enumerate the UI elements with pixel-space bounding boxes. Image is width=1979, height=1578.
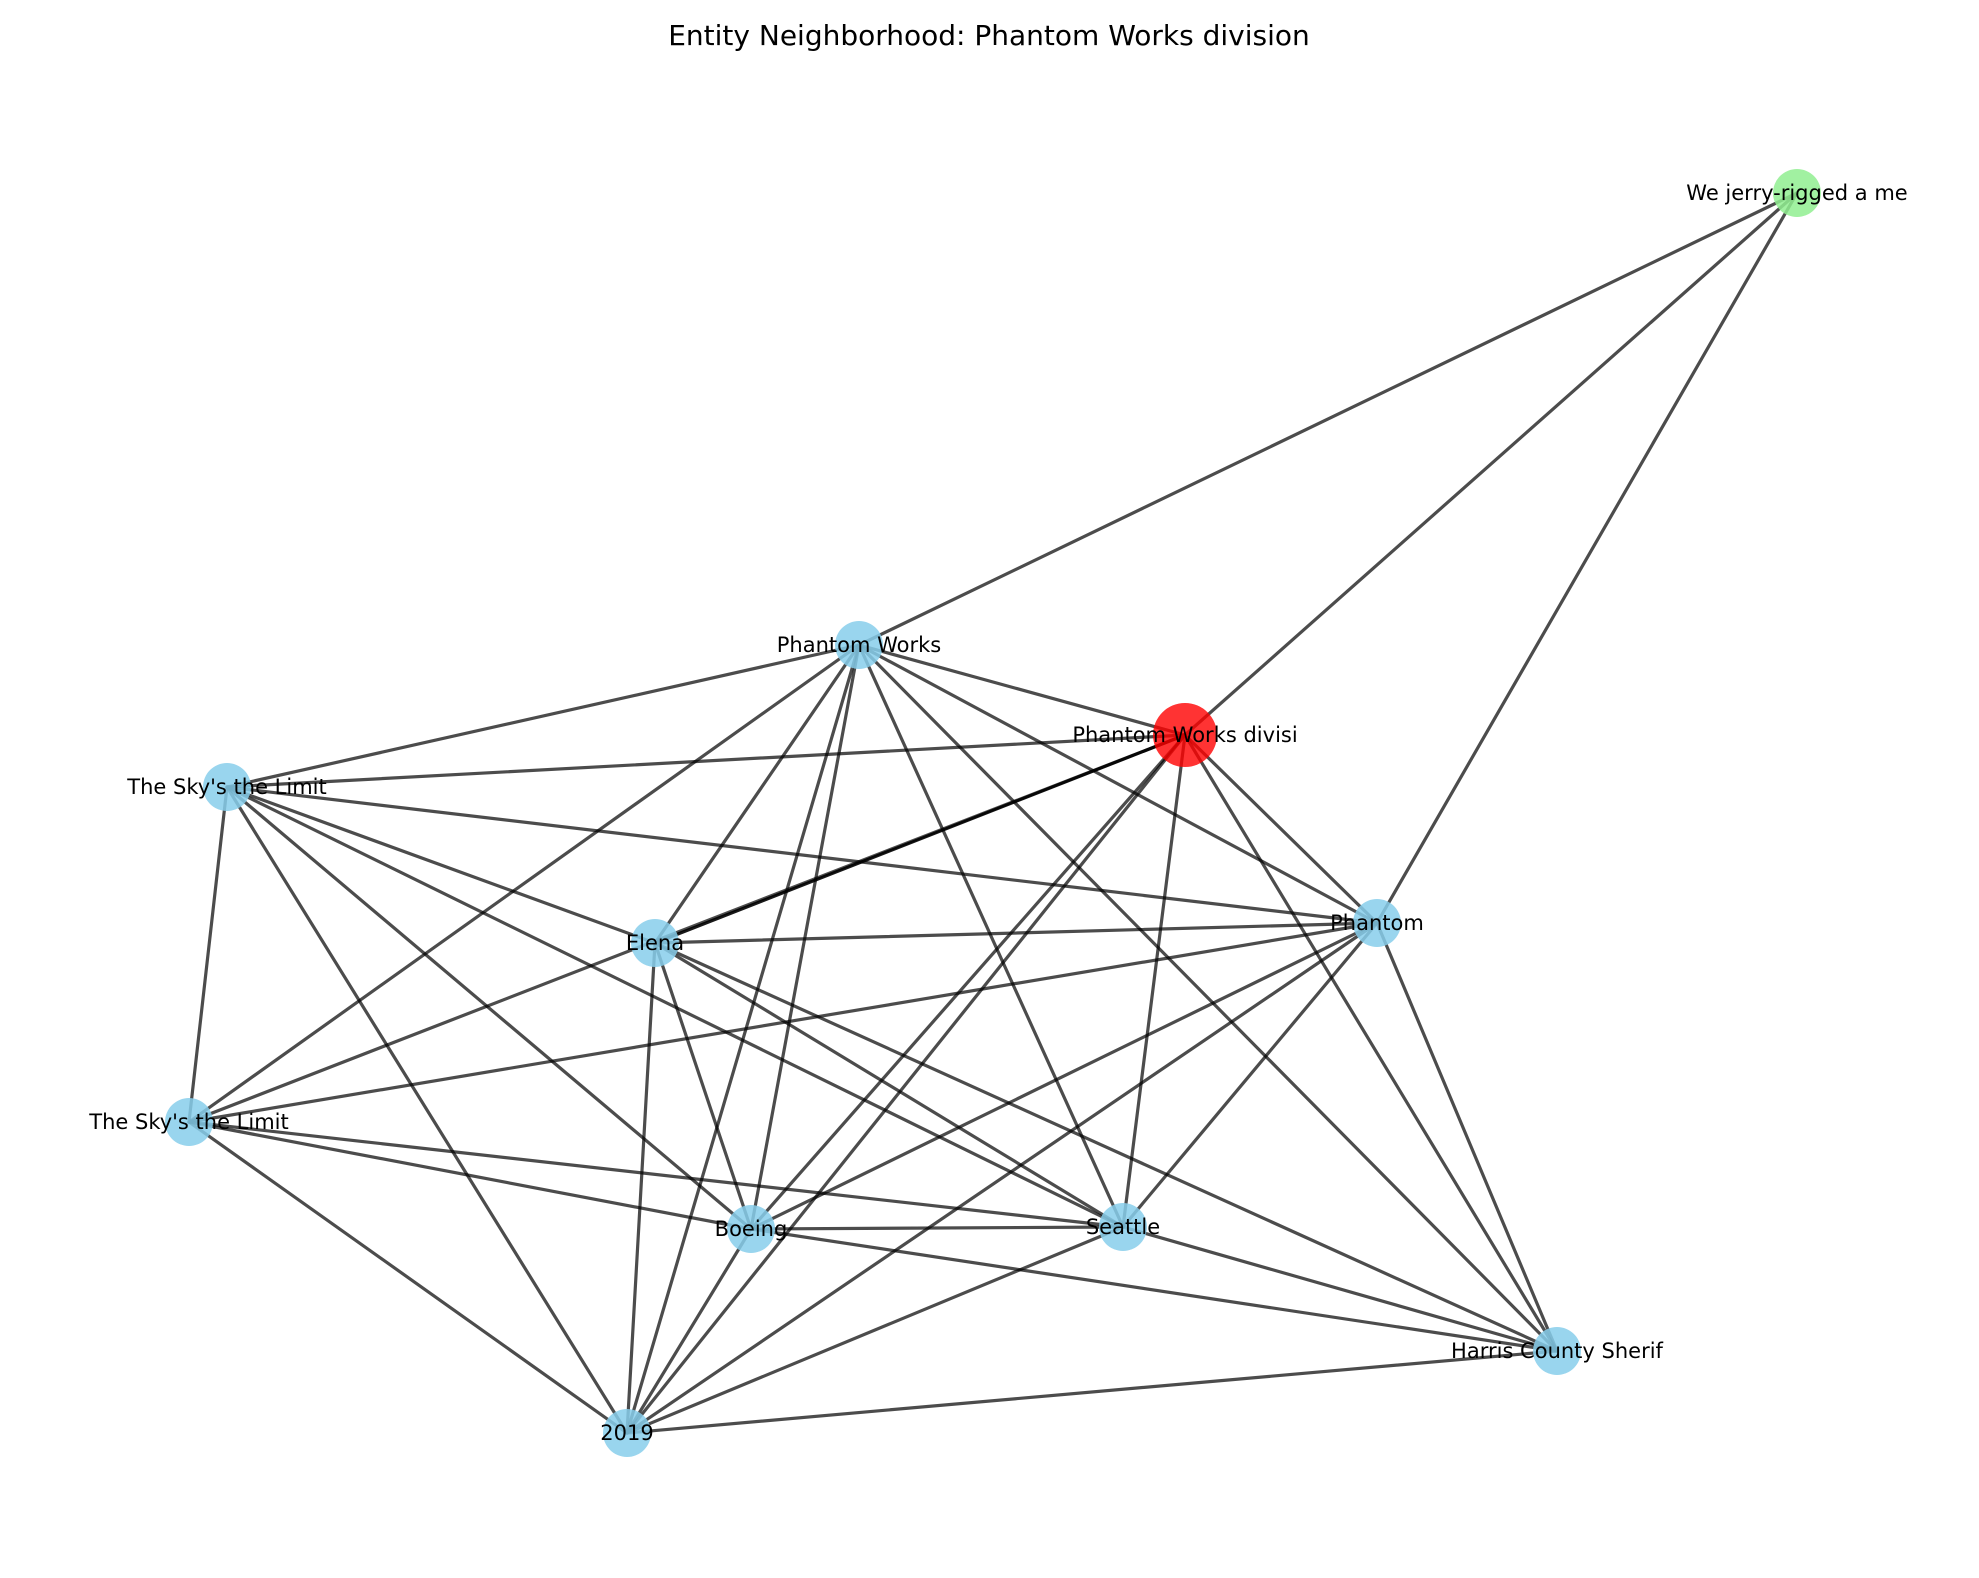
edge-boeing-harris	[749, 1227, 1559, 1353]
node-label-boeing: Boeing	[715, 1217, 788, 1241]
node-harris[interactable]	[1533, 1327, 1581, 1375]
edge-phantom-y2019	[625, 921, 1379, 1435]
edge-seattle-harris	[1121, 1225, 1559, 1353]
edge-harris-y2019	[625, 1349, 1559, 1435]
edge-elena-boeing	[653, 941, 753, 1231]
edge-seattle-y2019	[625, 1225, 1125, 1435]
node-elena[interactable]	[631, 919, 679, 967]
edge-pw-boeing	[749, 643, 861, 1231]
node-label-pw: Phantom Works	[777, 633, 941, 657]
node-label-elena: Elena	[626, 931, 684, 955]
node-pw[interactable]	[835, 621, 883, 669]
edge-phantom-harris	[1375, 921, 1559, 1353]
node-label-phantom: Phantom	[1330, 911, 1424, 935]
node-seattle[interactable]	[1099, 1203, 1147, 1251]
edge-jerry-phantom	[1375, 191, 1799, 925]
edge-pw-pwd	[857, 643, 1187, 737]
edge-phantom-seattle	[1121, 921, 1379, 1229]
edge-pw-sky2	[187, 643, 861, 1124]
edge-sky2-boeing	[187, 1120, 753, 1231]
edge-pwd-seattle	[1121, 733, 1187, 1229]
edge-jerry-pw	[857, 191, 1799, 647]
node-sky2[interactable]	[165, 1098, 213, 1146]
edge-sky1-y2019	[225, 785, 629, 1435]
node-label-jerry: We jerry-rigged a me	[1686, 181, 1907, 205]
edge-sky2-y2019	[187, 1120, 629, 1435]
edge-pwd-sky2	[187, 733, 1187, 1124]
edge-phantom-elena	[653, 921, 1379, 945]
edge-sky2-seattle	[187, 1120, 1125, 1229]
node-label-harris: Harris County Sherif	[1451, 1339, 1664, 1363]
node-sky1[interactable]	[203, 763, 251, 811]
labels-layer: Phantom Works divisi We jerry-rigged a me…	[88, 181, 1907, 1445]
edges-layer	[187, 191, 1799, 1435]
node-boeing[interactable]	[727, 1205, 775, 1253]
edge-sky1-elena	[225, 785, 657, 945]
edge-boeing-y2019	[625, 1227, 753, 1435]
edge-sky1-sky2	[187, 785, 229, 1124]
edge-elena-harris	[653, 941, 1559, 1353]
node-phantom[interactable]	[1353, 899, 1401, 947]
edge-boeing-seattle	[749, 1225, 1125, 1231]
nodes-layer	[165, 169, 1821, 1457]
edge-pwd-phantom	[1183, 733, 1379, 925]
edge-pwd-sky1	[225, 733, 1187, 789]
edge-pwd-boeing	[749, 733, 1187, 1231]
edge-pw-phantom	[857, 643, 1379, 925]
edge-elena-y2019	[625, 941, 657, 1435]
edge-pw-sky1	[225, 643, 861, 789]
node-jerry[interactable]	[1773, 169, 1821, 217]
edge-pw-harris	[857, 643, 1559, 1353]
edge-jerry-pwd	[1183, 191, 1799, 737]
node-label-sky1: The Sky's the Limit	[126, 775, 327, 799]
node-label-pwd: Phantom Works divisi	[1072, 723, 1297, 747]
node-pwd[interactable]	[1153, 703, 1217, 767]
edge-phantom-boeing	[749, 921, 1379, 1231]
edge-sky1-boeing	[225, 785, 753, 1231]
node-y2019[interactable]	[603, 1409, 651, 1457]
edge-elena-seattle	[653, 941, 1125, 1229]
edge-sky1-phantom	[225, 785, 1379, 925]
node-label-seattle: Seattle	[1086, 1215, 1160, 1239]
node-label-sky2: The Sky's the Limit	[88, 1110, 289, 1134]
edge-pwd-y2019	[625, 733, 1187, 1435]
edge-pwd-harris	[1183, 733, 1559, 1353]
node-label-y2019: 2019	[600, 1421, 653, 1445]
graph-title: Entity Neighborhood: Phantom Works divis…	[668, 19, 1310, 52]
edge-pw-elena	[653, 643, 861, 945]
edge-pw-seattle	[857, 643, 1125, 1229]
